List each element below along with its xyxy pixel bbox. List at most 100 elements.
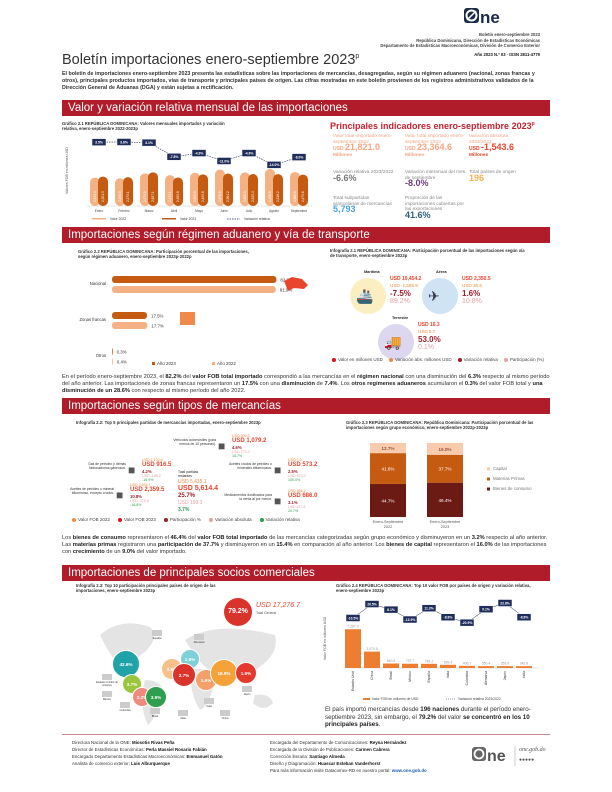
emphasis-text: se concentró en los 10 principales paíse… bbox=[325, 713, 530, 729]
legend-dot bbox=[388, 357, 393, 362]
variation-marker bbox=[266, 161, 282, 169]
variation-label: -13.9% bbox=[405, 618, 416, 622]
dominican-republic-map-icon bbox=[284, 277, 308, 291]
product-rel-variation: -16.8% bbox=[130, 503, 142, 507]
emphasis-text: disminución bbox=[281, 381, 315, 388]
segment-label: 46.4% bbox=[438, 498, 451, 503]
bar-2022 bbox=[290, 171, 300, 206]
product-value-2022: USD 2,835.1 bbox=[130, 483, 151, 487]
legend-dot bbox=[117, 517, 122, 522]
currency-prefix: USD bbox=[405, 146, 417, 153]
bar-2022 bbox=[215, 169, 225, 206]
variation-label: -20.9% bbox=[462, 621, 473, 625]
bar-value-label: 784.2 bbox=[425, 659, 434, 663]
category-label: Zonas francas bbox=[79, 317, 106, 322]
legend-label: Variación absoluta bbox=[214, 517, 252, 522]
legend-label: Valor FOB 2023 bbox=[123, 517, 156, 522]
portal-link[interactable]: www.one.gob.do bbox=[391, 768, 427, 773]
bar-value-label: 17.5% bbox=[151, 314, 164, 319]
product-value-2022: USD 1,102.6 bbox=[142, 458, 163, 462]
bar-value-label: 2,252.8 bbox=[176, 191, 180, 202]
country-name: China bbox=[221, 717, 229, 720]
total-rel-variation: 3.7% bbox=[178, 507, 190, 513]
chart-2-1-title: Gráfico 2.1 REPÚBLICA DOMINICANA: Valore… bbox=[62, 121, 225, 132]
legend-swatch bbox=[487, 477, 490, 481]
x-tick-label: Julio bbox=[246, 209, 253, 213]
variation-marker bbox=[141, 138, 157, 147]
legend-label: Variación abs. millones USD bbox=[394, 357, 452, 362]
variation-label: 3.1% bbox=[145, 141, 153, 145]
bar-value-label: 17.7% bbox=[151, 324, 164, 329]
jerrycan-icon: ■ bbox=[116, 488, 124, 502]
variation-label: 8.1% bbox=[387, 608, 395, 612]
credit-role: Directora Nacional de la ONE: bbox=[72, 740, 133, 745]
legend-item: Valor FOB 2022 bbox=[72, 517, 110, 523]
legend-item: Variación relativa bbox=[457, 357, 498, 363]
transport-share: 89.2% bbox=[390, 298, 410, 305]
emphasis-text: 17.5% bbox=[241, 381, 259, 388]
body-text: del valor bbox=[436, 713, 463, 721]
x-tick-label: Enero-Septiembre bbox=[373, 520, 404, 524]
legend-label: Bienes de consumo bbox=[493, 486, 532, 491]
indicator-number: -1,543.6 bbox=[480, 142, 514, 153]
credit-name: Reyna Hernández bbox=[369, 740, 407, 745]
section-header: Importaciones según tipos de mercancías bbox=[62, 398, 550, 414]
x-tick-label: Italia bbox=[446, 671, 450, 678]
footer-credit-line: Encargada de la División de Publicacione… bbox=[270, 746, 427, 753]
transport-caption: Infografía 2.1 REPÚBLICA DOMINICANA: Par… bbox=[330, 248, 525, 259]
product-value-2023: USD 2,359.5 bbox=[130, 487, 165, 493]
x-tick-label: Abril bbox=[171, 209, 178, 213]
x-tick-label: Agosto bbox=[269, 209, 279, 213]
bar-value-label: 0.3% bbox=[117, 350, 127, 355]
legend-swatch bbox=[162, 218, 176, 220]
page-title: Boletín importaciones enero-septiembre 2… bbox=[62, 52, 359, 68]
bar-fob-value bbox=[364, 651, 380, 668]
flag-icon bbox=[102, 691, 112, 697]
indicator-value: 5,793 bbox=[333, 205, 395, 215]
indicator-card: Total países de origen 196 bbox=[469, 170, 531, 183]
bar-value-label: 2,564.2 bbox=[226, 191, 230, 202]
website-link[interactable]: one.gob.do bbox=[519, 747, 546, 753]
segment-label: 13.7% bbox=[381, 446, 394, 451]
indicator-card: Total subpartidas arancelarias de mercan… bbox=[333, 196, 395, 215]
flag-icon bbox=[150, 708, 160, 714]
category-label: Nacional bbox=[90, 281, 106, 286]
variation-label: -4.9% bbox=[195, 151, 204, 155]
emphasis-text: bienes de capital bbox=[386, 542, 432, 549]
emphasis-text: materias primas bbox=[72, 542, 117, 549]
body-text: El país importó mercancías desde bbox=[325, 706, 421, 713]
product-share: 10.8% bbox=[130, 494, 142, 499]
bar-año-2022 bbox=[112, 322, 148, 329]
currency-prefix: USD bbox=[333, 146, 345, 153]
variation-label: -8.0% bbox=[295, 155, 304, 159]
variation-marker bbox=[516, 613, 532, 621]
emphasis-text: bienes de consumo bbox=[72, 535, 126, 541]
total-value-2023: USD 5,614.4 bbox=[178, 485, 219, 492]
legend-item: Valor FOB 2023 bbox=[117, 517, 156, 523]
bar-año-2023 bbox=[112, 312, 147, 319]
indicators-title: Principales indicadores enero-septiembre… bbox=[330, 121, 535, 131]
credit-role: Encargada de la División de Publicacione… bbox=[270, 747, 356, 752]
product-value-2023: USD 686.0 bbox=[288, 493, 318, 499]
bar-value-label: 2,688.8 bbox=[293, 191, 297, 202]
bar-fob-value bbox=[421, 663, 437, 668]
bar-value-label: 2,629.0 bbox=[193, 191, 197, 202]
emphasis-text: 0.3% bbox=[464, 381, 478, 388]
social-icons[interactable]: ●●●●● bbox=[519, 757, 535, 763]
x-tick-label: Estados Unid bbox=[351, 671, 355, 691]
indicator-unit: Millones bbox=[333, 152, 353, 158]
variation-marker bbox=[241, 149, 257, 157]
bar-2023 bbox=[98, 176, 108, 206]
indicator-card: Variación relativa 2023/2022 -6.6% bbox=[333, 170, 395, 183]
emphasis-text: valor FOB total importado bbox=[197, 535, 268, 541]
total-share-bubble: 79.2% bbox=[224, 598, 252, 626]
x-tick-label: India bbox=[522, 671, 526, 678]
bar-2023 bbox=[298, 174, 308, 206]
transport-value: USD 2,350.5 bbox=[462, 276, 491, 282]
bar-value-label: 2,243.4 bbox=[93, 191, 97, 202]
variation-marker bbox=[291, 153, 307, 161]
legend-label: Participación % bbox=[169, 517, 201, 522]
bar-fob-value bbox=[440, 664, 456, 668]
indicators-title-text: Principales indicadores enero-septiembre… bbox=[330, 121, 532, 131]
segment-label: 16.0% bbox=[438, 447, 451, 452]
